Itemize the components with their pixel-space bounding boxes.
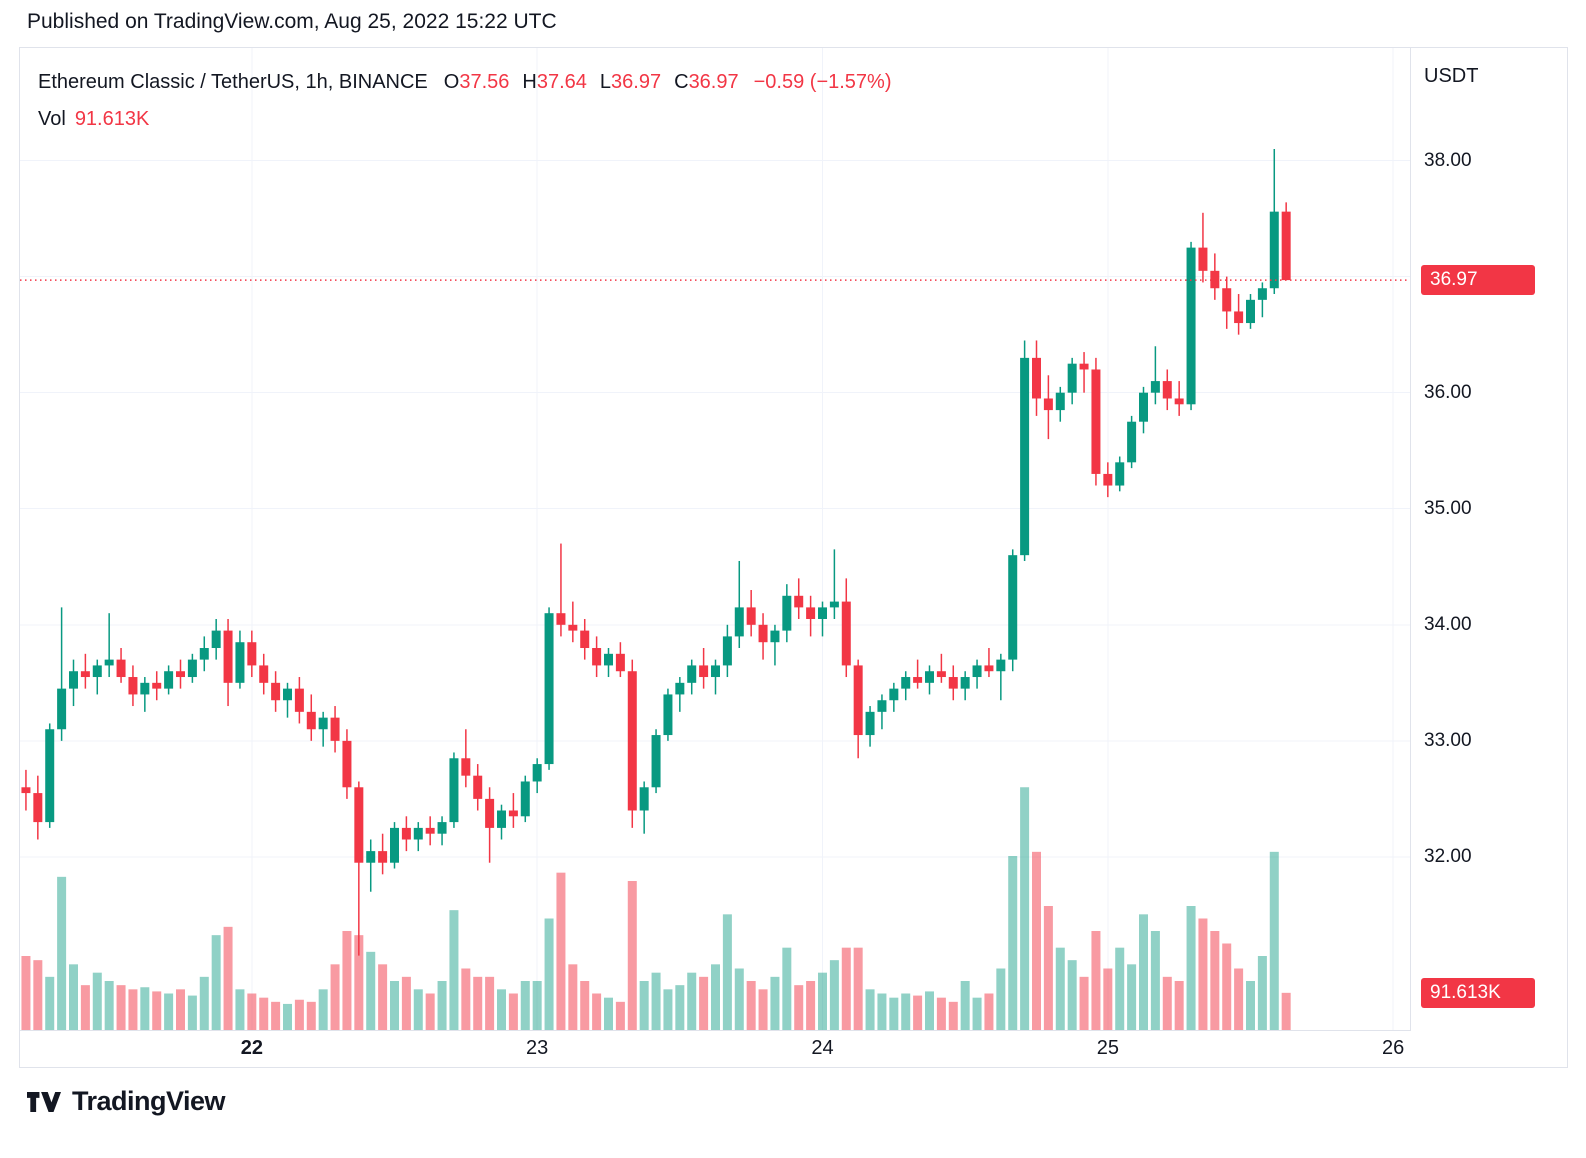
time-tick-label: 24	[811, 1037, 834, 1059]
tradingview-logo-icon[interactable]	[27, 1091, 61, 1113]
time-tick-label: 26	[1382, 1037, 1405, 1059]
time-tick-label: 23	[526, 1037, 549, 1059]
currency-label: USDT	[1424, 65, 1479, 87]
footer: TradingView	[27, 1086, 226, 1117]
last-volume-badge: 91.613K	[1421, 977, 1535, 1008]
chart-card: Ethereum Classic / TetherUS, 1h, BINANCE…	[19, 47, 1568, 1068]
price-axis[interactable]: USDT 36.97 91.613K 38.00 36.00 35.00 34.00 3…	[1410, 48, 1567, 1031]
time-axis[interactable]: 22 23 24 25 26	[20, 1030, 1411, 1067]
price-tick-label: 35.00	[1424, 497, 1472, 519]
price-tick-label: 36.00	[1424, 381, 1472, 403]
price-tick-label: 34.00	[1424, 613, 1472, 635]
last-price-badge: 36.97	[1421, 265, 1535, 296]
price-tick-label: 38.00	[1424, 149, 1472, 171]
price-tick-label: 32.00	[1424, 845, 1472, 867]
candlestick-chart[interactable]	[20, 48, 1411, 1031]
brand-name[interactable]: TradingView	[72, 1086, 226, 1116]
published-caption: Published on TradingView.com, Aug 25, 20…	[27, 10, 557, 33]
price-tick-label: 33.00	[1424, 729, 1472, 751]
time-tick-label: 25	[1096, 1037, 1119, 1059]
time-tick-label: 22	[240, 1037, 263, 1059]
